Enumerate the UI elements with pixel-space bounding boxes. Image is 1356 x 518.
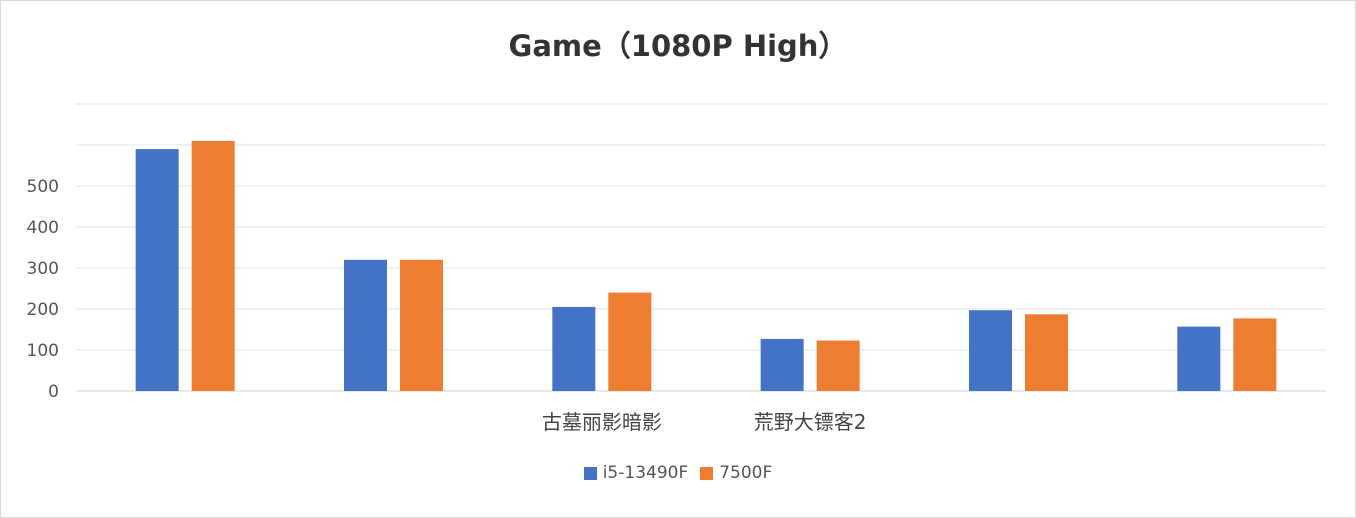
- bars: [135, 140, 1277, 391]
- x-category-label: 古墓丽影暗影: [542, 410, 662, 434]
- y-tick-label: 100: [27, 341, 59, 361]
- legend: i5-13490F 7500F: [1, 463, 1355, 483]
- legend-swatch: [700, 466, 714, 480]
- y-tick-label: 400: [27, 218, 59, 238]
- x-axis-labels: 古墓丽影暗影 荒野大镖客2: [542, 410, 867, 434]
- y-tick-label: 200: [27, 300, 59, 320]
- y-axis-ticks: 0 100 200 300 400 500: [27, 177, 59, 402]
- legend-item-series-1: i5-13490F: [583, 463, 689, 483]
- bar-chart: 0 100 200 300 400 500 古墓丽影暗影 荒野大镖客2: [27, 103, 1326, 434]
- bar-i5-13490f: [1177, 326, 1221, 391]
- bar-7500f: [191, 140, 235, 391]
- bar-7500f: [608, 292, 652, 391]
- y-tick-label: 300: [27, 259, 59, 279]
- bar-7500f: [400, 259, 443, 391]
- bar-i5-13490f: [760, 338, 804, 391]
- legend-label: i5-13490F: [602, 463, 689, 483]
- bar-i5-13490f: [135, 149, 179, 391]
- y-tick-label: 0: [48, 382, 59, 402]
- bar-7500f: [816, 340, 860, 391]
- bar-i5-13490f: [552, 306, 596, 391]
- legend-label: 7500F: [719, 463, 773, 483]
- legend-swatch: [583, 466, 597, 480]
- chart-title: Game（1080P High）: [508, 29, 848, 63]
- x-category-label: 荒野大镖客2: [754, 410, 867, 434]
- bar-7500f: [1233, 318, 1277, 391]
- bar-i5-13490f: [969, 310, 1012, 391]
- bar-i5-13490f: [344, 259, 387, 391]
- y-tick-label: 500: [27, 177, 59, 197]
- legend-item-series-2: 7500F: [700, 463, 772, 483]
- gridlines: [76, 103, 1326, 392]
- bar-7500f: [1025, 314, 1068, 391]
